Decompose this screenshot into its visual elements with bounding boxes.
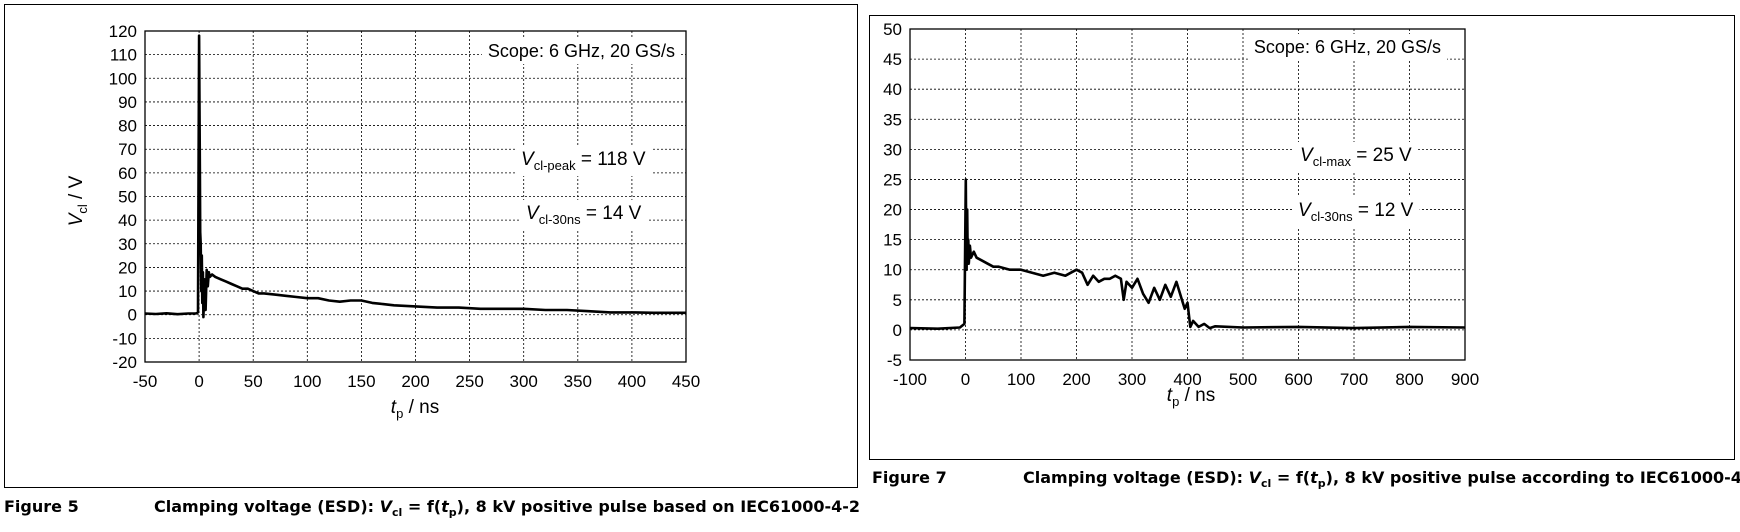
y-tick-label: 30 — [118, 235, 137, 254]
y-tick-label: 15 — [883, 231, 902, 250]
vcl-max-annotation: Vcl-max = 25 V — [1300, 145, 1412, 169]
figure-7-label: Figure 7 — [872, 468, 947, 487]
x-tick-label: 200 — [401, 372, 429, 391]
y-axis-label: Vcl / V — [66, 175, 90, 226]
x-tick-label: 0 — [961, 370, 970, 389]
y-axis-label: Vcl / V — [870, 170, 872, 221]
figure-5-chart: -50 0 50 100 150 200 250 300 350 400 450 -20 -10 0 10 2… — [66, 22, 700, 421]
annotation-background — [481, 38, 681, 64]
x-tick-label: 0 — [194, 372, 203, 391]
y-tick-label: 30 — [883, 140, 902, 159]
x-tick-label: 900 — [1451, 370, 1479, 389]
x-tick-label: 400 — [1173, 370, 1201, 389]
figure-5-label: Figure 5 — [4, 497, 79, 516]
x-tick-label: 250 — [455, 372, 483, 391]
figure-7-caption-text: Clamping voltage (ESD): Vcl = f(tp), 8 k… — [1023, 468, 1740, 491]
figure-7-frame: -100 0 100 200 300 400 500 600 700 800 900 -5 0 5 10 15… — [848, 15, 1735, 460]
x-tick-label: 800 — [1395, 370, 1423, 389]
scope-annotation: Scope: 6 GHz, 20 GS/s — [488, 41, 675, 61]
y-tick-label: 70 — [118, 140, 137, 159]
clamping-voltage-trace — [909, 178, 1466, 330]
figure-5-caption-text: Clamping voltage (ESD): Vcl = f(tp), 8 k… — [154, 497, 861, 520]
y-tick-label: 40 — [118, 211, 137, 230]
x-tick-label: 300 — [510, 372, 538, 391]
x-tick-label: 600 — [1284, 370, 1312, 389]
y-tick-label: 80 — [118, 117, 137, 136]
x-tick-label: 50 — [244, 372, 263, 391]
figure-5-frame: -50 0 50 100 150 200 250 300 350 400 450 -20 -10 0 10 2… — [4, 4, 858, 488]
y-tick-label: 10 — [883, 261, 902, 280]
x-axis-label: tp / ns — [1167, 385, 1215, 409]
y-tick-label: 60 — [118, 164, 137, 183]
y-tick-label: -20 — [112, 353, 137, 372]
x-tick-label: 100 — [293, 372, 321, 391]
x-tick-label: 400 — [618, 372, 646, 391]
x-tick-label: -100 — [893, 370, 927, 389]
y-tick-label: 0 — [893, 321, 902, 340]
y-tick-label: 40 — [883, 80, 902, 99]
clamping-voltage-trace — [144, 34, 686, 319]
y-tick-label: 100 — [109, 69, 137, 88]
y-tick-label: 0 — [128, 306, 137, 325]
x-tick-label: 450 — [672, 372, 700, 391]
y-tick-label: 50 — [118, 188, 137, 207]
y-tick-label: 10 — [118, 282, 137, 301]
annotation-background — [1247, 34, 1447, 60]
y-tick-label: 5 — [893, 291, 902, 310]
scope-annotation: Scope: 6 GHz, 20 GS/s — [1254, 37, 1441, 57]
x-axis-label: tp / ns — [391, 397, 439, 421]
x-tick-label: 200 — [1062, 370, 1090, 389]
y-tick-label: -5 — [887, 351, 902, 370]
x-tick-label: 350 — [564, 372, 592, 391]
annotation-background — [515, 146, 652, 176]
annotation-background — [1294, 142, 1419, 172]
x-tick-label: -50 — [133, 372, 158, 391]
y-tick-label: 20 — [883, 201, 902, 220]
x-tick-label: 150 — [347, 372, 375, 391]
vcl-30ns-annotation: Vcl-30ns = 12 V — [1298, 200, 1414, 224]
figure-7-chart: -100 0 100 200 300 400 500 600 700 800 900 -5 0 5 10 15… — [848, 20, 1479, 409]
y-tick-label: 20 — [118, 258, 137, 277]
x-tick-label: 300 — [1118, 370, 1146, 389]
x-tick-label: 100 — [1007, 370, 1035, 389]
y-tick-label: 110 — [110, 46, 137, 65]
y-tick-label: -10 — [112, 329, 137, 348]
y-tick-label: 50 — [883, 20, 902, 39]
y-tick-label: 35 — [883, 110, 902, 129]
annotation-background — [520, 200, 648, 230]
y-tick-label: 45 — [883, 50, 902, 69]
annotation-background — [1292, 197, 1420, 227]
y-tick-label: 25 — [883, 170, 902, 189]
y-tick-label: 90 — [118, 93, 137, 112]
vcl-peak-annotation: Vcl-peak = 118 V — [521, 149, 646, 173]
x-tick-label: 700 — [1340, 370, 1368, 389]
y-tick-label: 120 — [109, 22, 137, 41]
x-tick-label: 500 — [1229, 370, 1257, 389]
vcl-30ns-annotation: Vcl-30ns = 14 V — [526, 203, 642, 227]
